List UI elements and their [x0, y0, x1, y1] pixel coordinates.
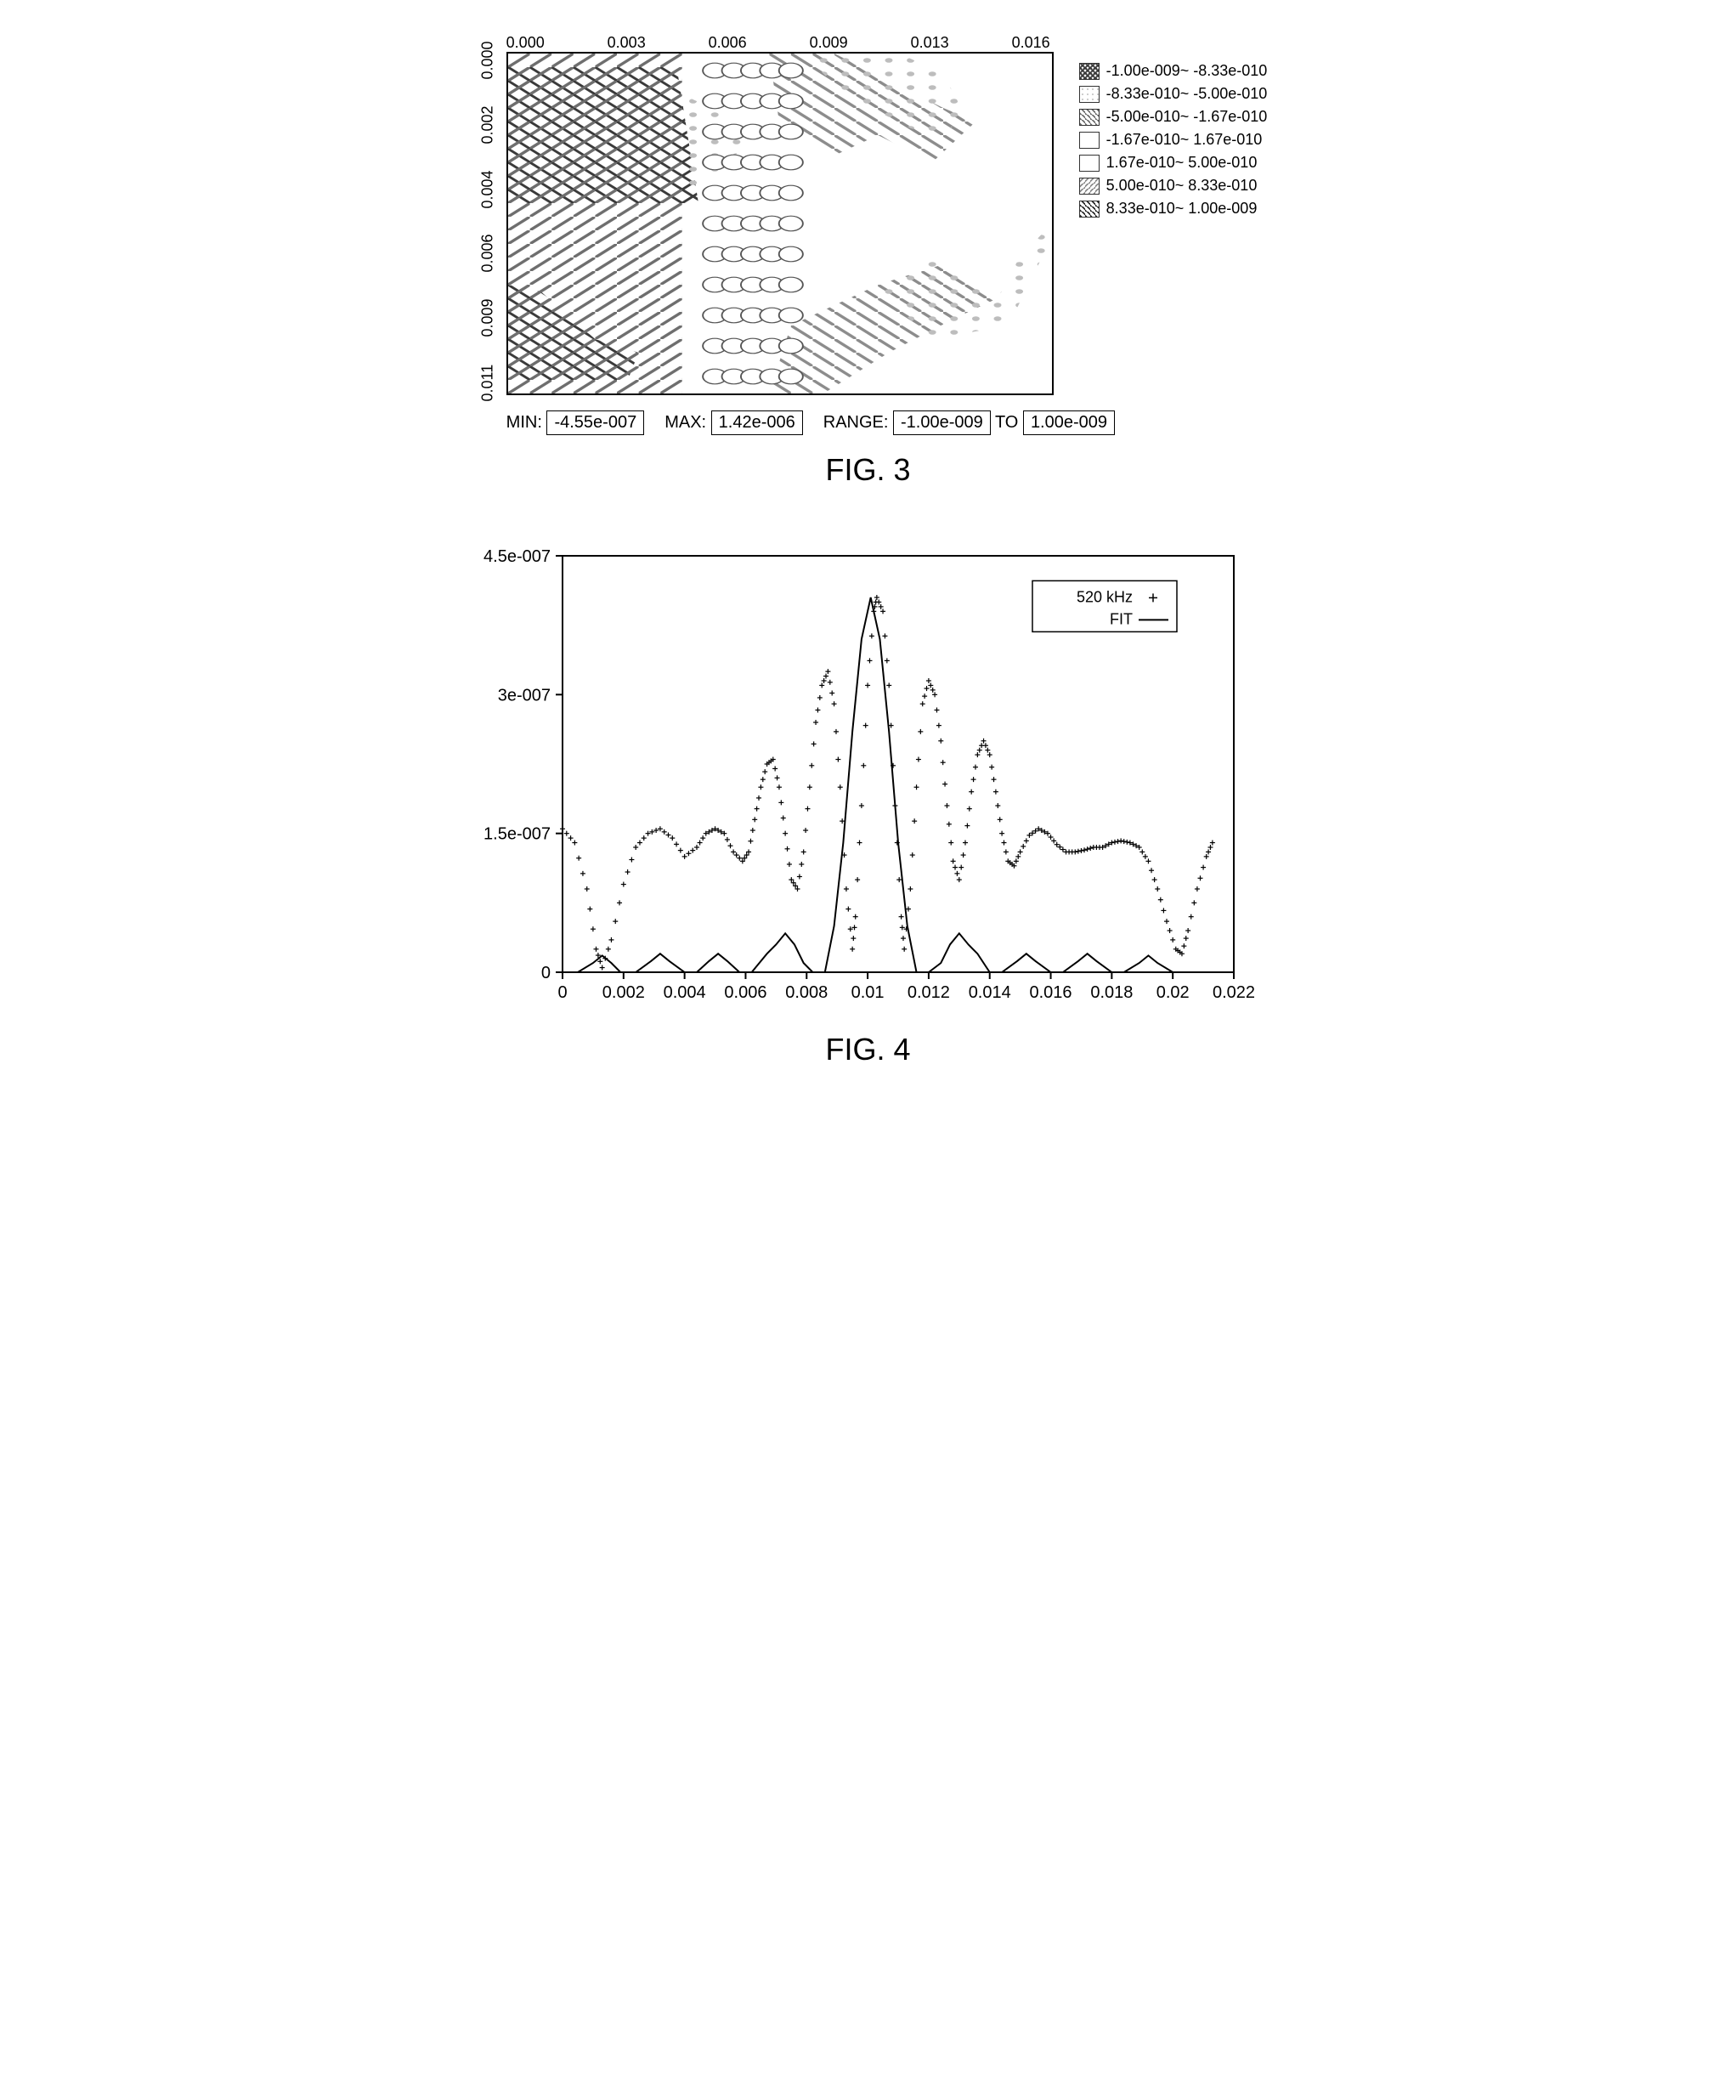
fig3-legend-row: 5.00e-010~ 8.33e-010 — [1079, 174, 1268, 197]
fig3-lattice-circle — [778, 338, 802, 354]
fig3-legend-swatch — [1079, 132, 1100, 149]
fig3-lattice-circle — [778, 63, 802, 78]
fig3-lattice-circle — [778, 93, 802, 109]
fig3-lattice-circle — [778, 308, 802, 323]
fig3-y-tick-label: 0.004 — [478, 171, 496, 208]
fig3-x-tick-label: 0.013 — [911, 34, 949, 52]
fig4-chart: 0 0.002 0.004 0.006 0.008 0.01 0.012 0.014 0.016… — [478, 539, 1259, 1015]
fig3-legend-label: -1.00e-009~ -8.33e-010 — [1106, 59, 1268, 82]
fig3-min-value: -4.55e-007 — [546, 410, 644, 435]
fig3-legend-swatch — [1079, 86, 1100, 103]
fig3-lattice-circle — [778, 124, 802, 139]
fig3-legend-swatch — [1079, 109, 1100, 126]
fig4-x-tick-label: 0.012 — [907, 983, 949, 1002]
fig4-x-tick-label: 0.004 — [663, 983, 705, 1002]
fig3-legend: -1.00e-009~ -8.33e-010-8.33e-010~ -5.00e… — [1079, 59, 1268, 220]
fig3-x-tick-label: 0.016 — [1012, 34, 1050, 52]
fig4-x-tick-label: 0.022 — [1212, 983, 1254, 1002]
fig3-y-tick-label: 0.009 — [478, 300, 496, 337]
fig3-x-tick-label: 0.003 — [608, 34, 646, 52]
fig3-lattice-circle — [778, 246, 802, 262]
fig3-legend-row: 8.33e-010~ 1.00e-009 — [1079, 197, 1268, 220]
fig3-range-label: RANGE: — [823, 413, 889, 432]
fig3-range-hi-value: 1.00e-009 — [1023, 410, 1115, 435]
fig3-legend-swatch — [1079, 155, 1100, 172]
fig4-legend-label: FIT — [1110, 610, 1133, 627]
fig4-x-tick-label: 0.002 — [602, 983, 644, 1002]
fig4-x-tick-label: 0.01 — [851, 983, 884, 1002]
fig3-lattice-circle — [778, 369, 802, 384]
fig3-legend-label: 8.33e-010~ 1.00e-009 — [1106, 197, 1258, 220]
fig4-legend-label: 520 kHz — [1076, 588, 1132, 605]
fig4-y-tick-label: 1.5e-007 — [483, 825, 551, 844]
fig3-legend-label: -1.67e-010~ 1.67e-010 — [1106, 128, 1263, 151]
fig3-y-tick-label: 0.011 — [478, 364, 496, 401]
fig3-legend-label: -8.33e-010~ -5.00e-010 — [1106, 82, 1268, 105]
fig4-x-tick-label: 0.006 — [724, 983, 766, 1002]
fig3-container: 0.0000.0030.0060.0090.0130.016 0.0000.00… — [469, 34, 1268, 435]
fig4-y-tick-label: 4.5e-007 — [483, 547, 551, 566]
fig3-legend-label: 5.00e-010~ 8.33e-010 — [1106, 174, 1258, 197]
fig3-lattice-circle — [778, 216, 802, 231]
figure-4: 0 0.002 0.004 0.006 0.008 0.01 0.012 0.014 0.016… — [478, 539, 1259, 1067]
fig3-x-tick-label: 0.000 — [506, 34, 545, 52]
fig3-min-label: MIN: — [506, 413, 542, 432]
fig4-x-tick-label: 0.018 — [1090, 983, 1133, 1002]
fig3-y-tick-label: 0.000 — [478, 42, 496, 80]
fig4-caption: FIG. 4 — [825, 1032, 910, 1067]
fig3-max-value: 1.42e-006 — [711, 410, 803, 435]
fig3-legend-row: 1.67e-010~ 5.00e-010 — [1079, 151, 1268, 174]
fig3-y-tick-label: 0.006 — [478, 235, 496, 273]
fig3-range-lo-value: -1.00e-009 — [893, 410, 991, 435]
fig3-lattice-circle — [778, 155, 802, 170]
fig3-x-tick-label: 0.006 — [709, 34, 747, 52]
fig3-to-label: TO — [995, 413, 1018, 432]
fig3-lattice-circle — [778, 277, 802, 292]
fig3-legend-swatch — [1079, 63, 1100, 80]
fig3-legend-label: 1.67e-010~ 5.00e-010 — [1106, 151, 1258, 174]
fig3-y-ticks: 0.0000.0020.0040.0060.0090.011 — [469, 52, 506, 392]
fig3-contour-plot — [506, 52, 1054, 395]
fig4-x-tick-label: 0.02 — [1156, 983, 1189, 1002]
fig3-legend-label: -5.00e-010~ -1.67e-010 — [1106, 105, 1268, 128]
fig4-y-tick-label: 0 — [540, 964, 550, 982]
fig4-x-tick-label: 0.016 — [1029, 983, 1072, 1002]
fig3-caption: FIG. 3 — [825, 452, 910, 488]
fig3-y-tick-label: 0.002 — [478, 106, 496, 144]
fig4-y-tick-label: 3e-007 — [497, 686, 550, 705]
fig4-x-tick-label: 0.014 — [968, 983, 1010, 1002]
fig3-lattice-circle — [778, 185, 802, 201]
fig3-legend-row: -1.00e-009~ -8.33e-010 — [1079, 59, 1268, 82]
fig4-x-tick-label: 0.008 — [785, 983, 828, 1002]
fig4-x-tick-label: 0 — [557, 983, 567, 1002]
figure-3: 0.0000.0030.0060.0090.0130.016 0.0000.00… — [469, 34, 1268, 488]
fig3-legend-row: -5.00e-010~ -1.67e-010 — [1079, 105, 1268, 128]
fig3-x-tick-label: 0.009 — [810, 34, 848, 52]
fig3-contour-region — [508, 54, 682, 393]
fig3-legend-swatch — [1079, 178, 1100, 195]
fig3-max-label: MAX: — [664, 413, 706, 432]
fig3-legend-row: -1.67e-010~ 1.67e-010 — [1079, 128, 1268, 151]
fig3-legend-row: -8.33e-010~ -5.00e-010 — [1079, 82, 1268, 105]
fig3-stats-row: MIN: -4.55e-007 MAX: 1.42e-006 RANGE: -1… — [506, 410, 1268, 435]
fig3-legend-swatch — [1079, 201, 1100, 218]
fig3-x-ticks: 0.000 0.003 0.006 0.009 0.013 0.016 — [506, 34, 1050, 52]
